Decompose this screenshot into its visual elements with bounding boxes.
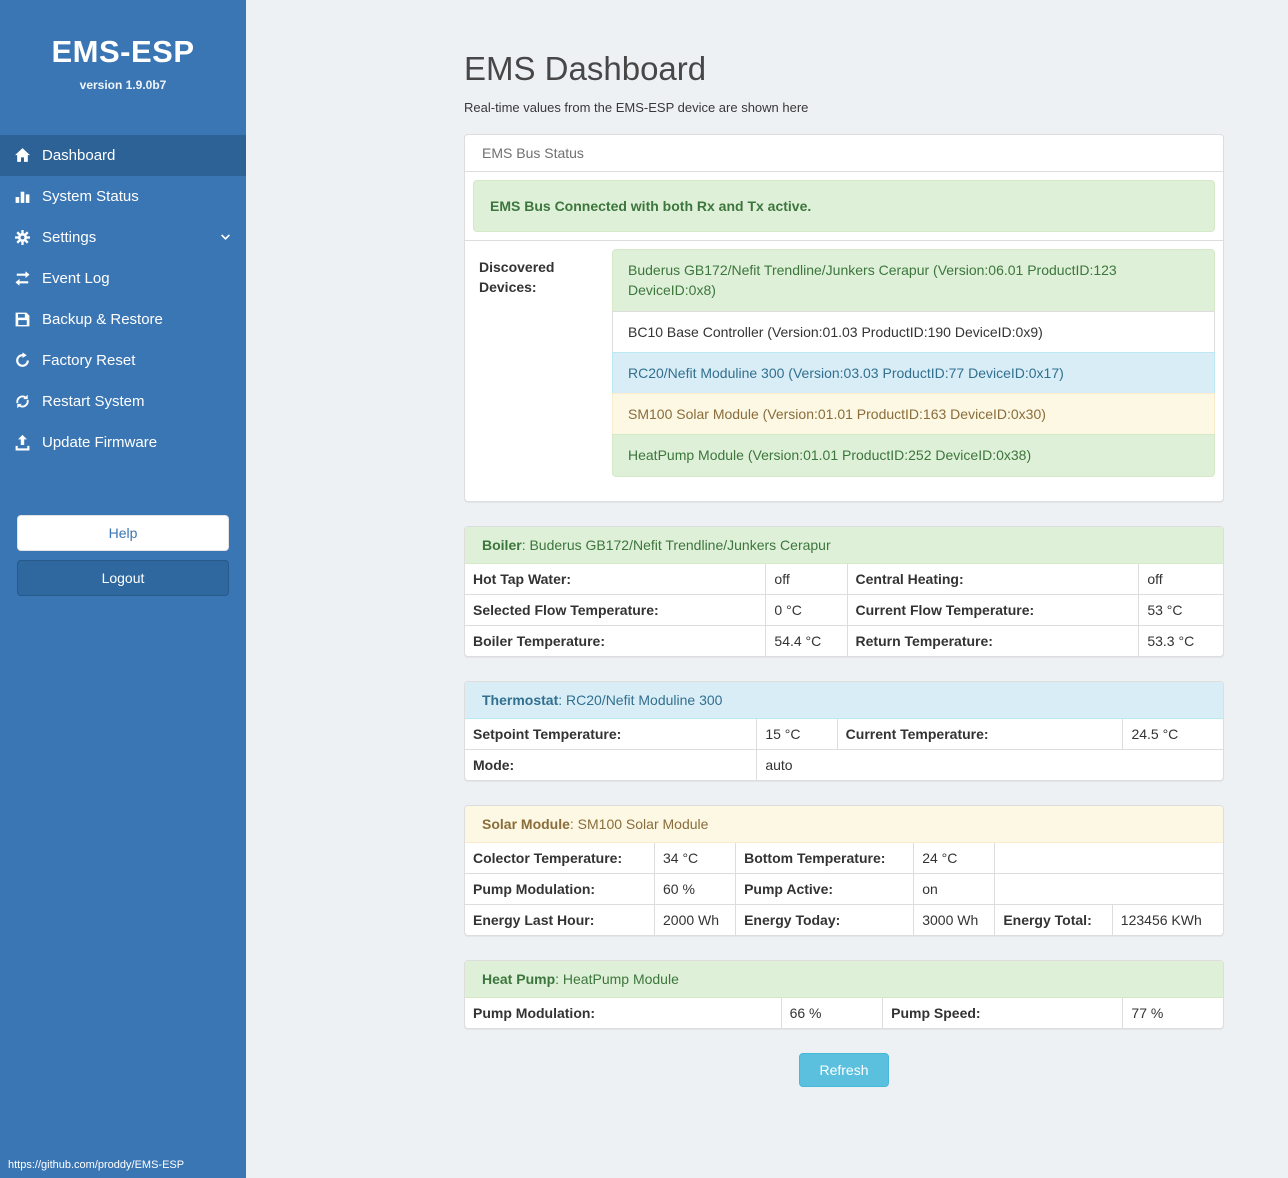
sidebar-item-backup-restore[interactable]: Backup & Restore xyxy=(0,299,246,340)
sidebar-item-restart-system[interactable]: Restart System xyxy=(0,381,246,422)
boiler-panel: Boiler: Buderus GB172/Nefit Trendline/Ju… xyxy=(464,525,1224,657)
chevron-down-icon xyxy=(219,231,232,244)
app-brand: EMS-ESP version 1.9.0b7 xyxy=(0,0,246,92)
gear-icon xyxy=(14,229,31,246)
refresh-button[interactable]: Refresh xyxy=(799,1052,889,1087)
panel-subtitle: : HeatPump Module xyxy=(555,970,679,987)
table-row: Setpoint Temperature: 15 °C Current Temp… xyxy=(465,718,1223,750)
sidebar-item-label: System Status xyxy=(42,188,139,205)
app-version: version 1.9.0b7 xyxy=(79,78,167,92)
panel-title: Heat Pump xyxy=(482,970,556,987)
sidebar-item-system-status[interactable]: System Status xyxy=(0,176,246,217)
table-row: Pump Modulation: 60 % Pump Active: on xyxy=(465,872,1223,905)
table-row: Energy Last Hour: 2000 Wh Energy Today: … xyxy=(465,903,1223,935)
solar-panel: Solar Module: SM100 Solar Module Colecto… xyxy=(464,804,1224,936)
heatpump-table: Pump Modulation: 66 % Pump Speed: 77 % xyxy=(465,997,1223,1028)
sidebar-item-settings[interactable]: Settings xyxy=(0,217,246,258)
solar-panel-header: Solar Module: SM100 Solar Module xyxy=(465,805,1223,843)
logout-button[interactable]: Logout xyxy=(17,560,229,596)
boiler-table: Hot Tap Water: off Central Heating: off … xyxy=(465,563,1223,656)
table-row: Pump Modulation: 66 % Pump Speed: 77 % xyxy=(465,997,1223,1028)
table-row: Selected Flow Temperature: 0 °C Current … xyxy=(465,593,1223,626)
sidebar-item-label: Restart System xyxy=(42,393,145,410)
sidebar-item-label: Update Firmware xyxy=(42,434,158,451)
app-title: EMS-ESP xyxy=(51,34,195,69)
heatpump-panel: Heat Pump: HeatPump Module Pump Modulati… xyxy=(464,959,1224,1029)
sidebar: EMS-ESP version 1.9.0b7 Dashboard System… xyxy=(0,0,246,1178)
upload-icon xyxy=(14,434,31,451)
panel-subtitle: : RC20/Nefit Moduline 300 xyxy=(558,691,723,708)
panel-subtitle: : SM100 Solar Module xyxy=(569,815,709,832)
heatpump-panel-header: Heat Pump: HeatPump Module xyxy=(465,960,1223,998)
discovered-devices-label: Discovered Devices: xyxy=(479,259,555,296)
floppy-save-icon xyxy=(14,311,31,328)
bus-panel-body: EMS Bus Connected with both Rx and Tx ac… xyxy=(465,172,1223,240)
page-title: EMS Dashboard xyxy=(464,50,707,87)
help-button[interactable]: Help xyxy=(17,515,229,551)
bus-status-panel: EMS Bus Status EMS Bus Connected with bo… xyxy=(464,134,1224,502)
thermostat-panel: Thermostat: RC20/Nefit Moduline 300 Setp… xyxy=(464,680,1224,781)
list-item: Buderus GB172/Nefit Trendline/Junkers Ce… xyxy=(612,249,1215,312)
sidebar-item-event-log[interactable]: Event Log xyxy=(0,258,246,299)
reset-arrow-icon xyxy=(14,352,31,369)
thermostat-table: Setpoint Temperature: 15 °C Current Temp… xyxy=(465,718,1223,780)
boiler-panel-header: Boiler: Buderus GB172/Nefit Trendline/Ju… xyxy=(465,526,1223,564)
panel-subtitle: : Buderus GB172/Nefit Trendline/Junkers … xyxy=(521,536,831,553)
home-icon xyxy=(14,147,31,164)
bus-status-alert: EMS Bus Connected with both Rx and Tx ac… xyxy=(473,180,1215,232)
panel-title: Thermostat xyxy=(482,691,559,708)
table-row: Hot Tap Water: off Central Heating: off xyxy=(465,563,1223,595)
panel-title: Solar Module xyxy=(482,815,570,832)
github-link[interactable]: https://github.com/proddy/EMS-ESP xyxy=(8,1159,185,1171)
device-list: Buderus GB172/Nefit Trendline/Junkers Ce… xyxy=(612,249,1215,477)
sidebar-item-label: Settings xyxy=(42,229,97,246)
list-item: SM100 Solar Module (Version:01.01 Produc… xyxy=(612,393,1215,436)
panel-title: Boiler xyxy=(482,536,522,553)
thermostat-panel-header: Thermostat: RC20/Nefit Moduline 300 xyxy=(465,681,1223,719)
bar-chart-icon xyxy=(14,188,31,205)
page-subtitle: Real-time values from the EMS-ESP device… xyxy=(464,100,809,115)
sidebar-item-label: Factory Reset xyxy=(42,352,136,369)
transfer-arrows-icon xyxy=(14,270,31,287)
discovered-devices-section: Discovered Devices: Buderus GB172/Nefit … xyxy=(465,240,1223,501)
list-item: HeatPump Module (Version:01.01 ProductID… xyxy=(612,434,1215,477)
restart-arrows-icon xyxy=(14,393,31,410)
sidebar-item-label: Dashboard xyxy=(42,147,116,164)
solar-table: Colector Temperature: 34 °C Bottom Tempe… xyxy=(465,842,1223,935)
table-row: Boiler Temperature: 54.4 °C Return Tempe… xyxy=(465,624,1223,656)
main-content: EMS Dashboard Real-time values from the … xyxy=(464,0,1224,1127)
sidebar-item-label: Event Log xyxy=(42,270,110,287)
sidebar-item-label: Backup & Restore xyxy=(42,311,163,328)
list-item: RC20/Nefit Moduline 300 (Version:03.03 P… xyxy=(612,351,1215,395)
sidebar-item-update-firmware[interactable]: Update Firmware xyxy=(0,422,246,463)
list-item: BC10 Base Controller (Version:01.03 Prod… xyxy=(612,310,1215,353)
table-row: Mode: auto xyxy=(465,748,1223,780)
sidebar-nav: Dashboard System Status Settings Event L… xyxy=(0,135,246,463)
sidebar-item-dashboard[interactable]: Dashboard xyxy=(0,135,246,176)
sidebar-item-factory-reset[interactable]: Factory Reset xyxy=(0,340,246,381)
bus-panel-header: EMS Bus Status xyxy=(465,135,1223,172)
refresh-button-container: Refresh xyxy=(464,1052,1224,1087)
table-row: Colector Temperature: 34 °C Bottom Tempe… xyxy=(465,842,1223,874)
